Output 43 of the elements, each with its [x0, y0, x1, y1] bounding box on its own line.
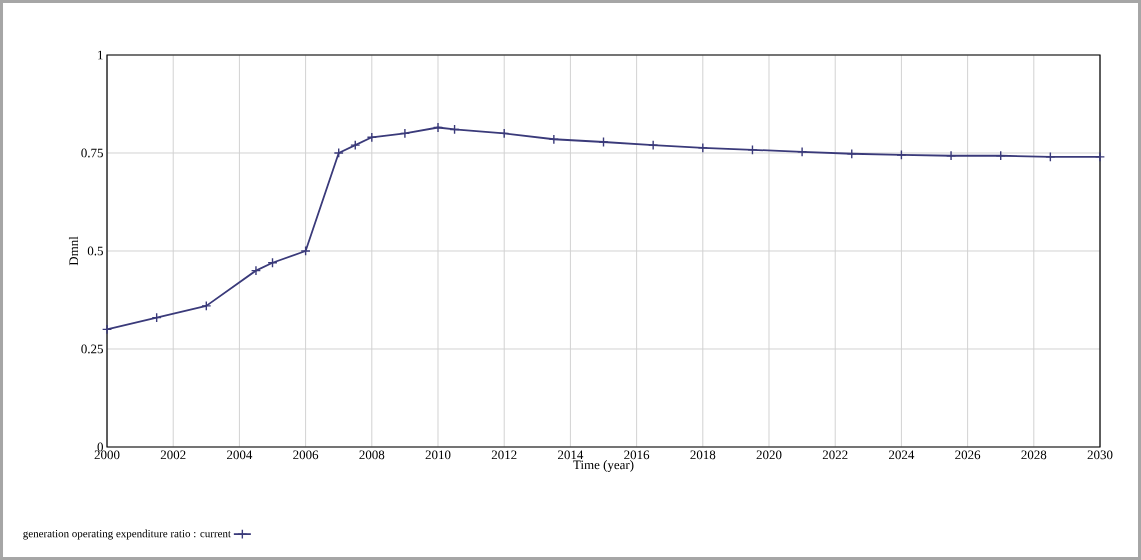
x-tick-label: 2000 — [94, 450, 120, 460]
point — [945, 150, 957, 161]
point — [1045, 151, 1056, 162]
point — [747, 144, 758, 155]
point — [697, 142, 708, 153]
x-tick-label: 2002 — [160, 450, 186, 460]
point — [366, 132, 377, 143]
point — [548, 134, 559, 145]
x-axis-title: Time (year) — [573, 460, 634, 472]
x-tick-label: 2024 — [889, 450, 915, 460]
point — [201, 300, 212, 311]
point — [300, 245, 311, 257]
point — [896, 149, 907, 161]
point — [432, 122, 444, 133]
x-tick-label: 2006 — [293, 450, 319, 460]
point — [648, 140, 659, 151]
x-tick-label: 2010 — [425, 450, 451, 460]
x-tick-label: 2022 — [822, 450, 848, 460]
x-tick-label: 2004 — [227, 450, 253, 460]
point — [399, 128, 410, 139]
x-tick-label: 2028 — [1021, 450, 1047, 460]
point — [101, 324, 113, 335]
y-tick-label: 0.75 — [81, 148, 103, 158]
y-tick-label: 1 — [98, 50, 103, 60]
y-tick-label: 0.25 — [81, 344, 103, 354]
point — [598, 136, 609, 148]
point — [797, 146, 808, 157]
x-tick-label: 2020 — [756, 450, 782, 460]
x-tick-label: 2012 — [491, 450, 517, 460]
x-tick-label: 2008 — [359, 450, 385, 460]
point — [333, 147, 344, 159]
x-tick-label: 2030 — [1087, 450, 1113, 460]
point — [250, 265, 262, 276]
point — [350, 140, 361, 151]
x-tick-label: 2014 — [558, 450, 584, 460]
x-tick-label: 2026 — [955, 450, 981, 460]
y-tick-label: 0.5 — [87, 246, 103, 256]
x-tick-label: 2018 — [690, 450, 716, 460]
y-tick-label: 0 — [97, 442, 103, 452]
point — [1094, 151, 1106, 162]
y-axis-title: Dmnl — [68, 236, 78, 266]
legend-label: generation operating expenditure ratio : current — [23, 529, 231, 540]
x-tick-label: 2016 — [624, 450, 650, 460]
